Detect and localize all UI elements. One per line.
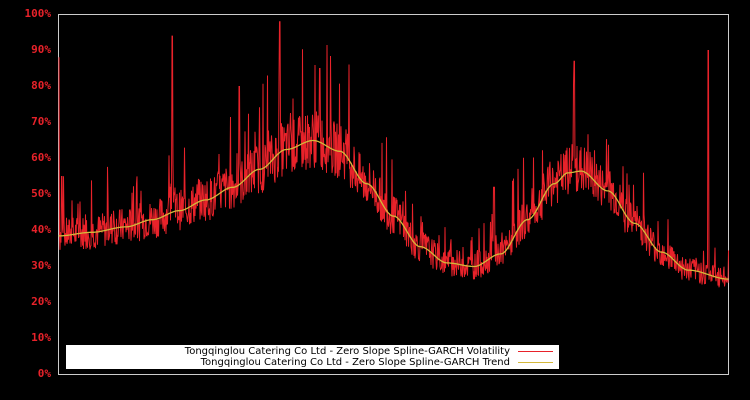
- legend-item-trend: Tongqinglou Catering Co Ltd - Zero Slope…: [201, 357, 553, 368]
- y-tick-label: 0%: [37, 367, 51, 380]
- y-tick-label: 80%: [31, 79, 51, 92]
- volatility-series: [58, 21, 729, 288]
- legend-swatch-gold: [518, 362, 553, 363]
- legend: Tongqinglou Catering Co Ltd - Zero Slope…: [66, 345, 559, 369]
- y-tick-label: 40%: [31, 223, 51, 236]
- y-tick-label: 30%: [31, 259, 51, 272]
- y-tick-label: 100%: [24, 7, 52, 20]
- y-tick-label: 10%: [31, 331, 51, 344]
- legend-label: Tongqinglou Catering Co Ltd - Zero Slope…: [200, 357, 510, 368]
- plot-frame: [58, 14, 729, 375]
- legend-label: Tongqinglou Catering Co Ltd - Zero Slope…: [184, 346, 510, 357]
- legend-swatch-red: [518, 351, 553, 352]
- y-tick-label: 70%: [31, 115, 51, 128]
- y-tick-label: 50%: [31, 187, 51, 200]
- y-tick-label: 90%: [31, 43, 51, 56]
- y-tick-label: 60%: [31, 151, 51, 164]
- y-tick-label: 20%: [31, 295, 51, 308]
- volatility-line: [58, 21, 729, 288]
- legend-item-volatility: Tongqinglou Catering Co Ltd - Zero Slope…: [185, 346, 553, 357]
- trend-series: [58, 139, 729, 280]
